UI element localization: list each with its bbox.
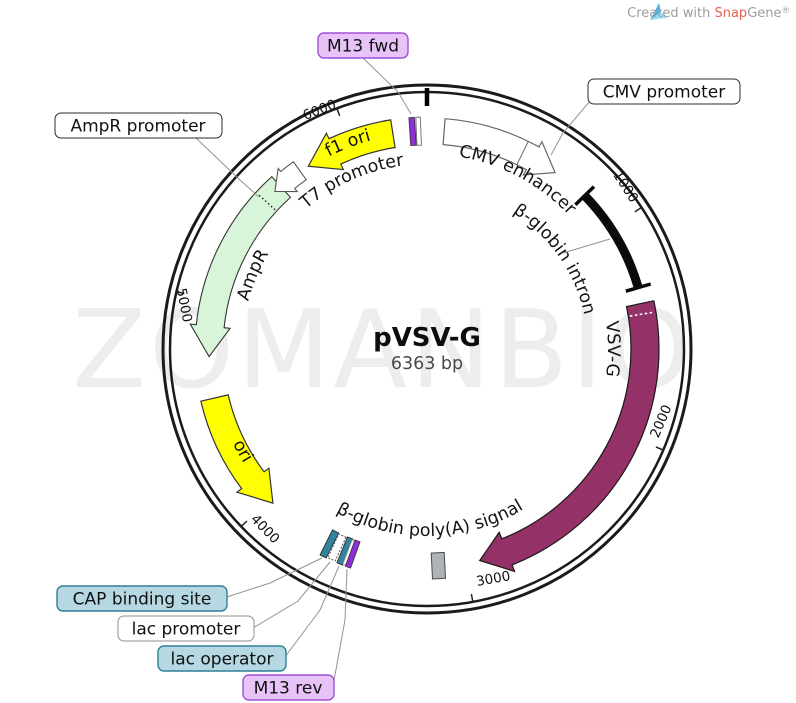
ampr-promoter-tag-label: AmpR promoter (70, 117, 205, 137)
lac-promoter-tag-box (117, 615, 255, 642)
cmv-feature-divider (516, 141, 529, 165)
cap-binding-site-tag: CAP binding site (56, 585, 228, 612)
lac-operator-tag: lac operator (157, 645, 287, 672)
plasmid-name: pVSV-G (373, 323, 481, 353)
cmv-promoter-callout (550, 100, 591, 156)
tick-mark-5000 (175, 290, 185, 295)
plasmid-backbone-outer-ring (161, 83, 693, 615)
tick-mark-2000 (655, 446, 665, 452)
lac-promoter-callout (252, 561, 331, 629)
f1-ori-arrow (307, 119, 396, 171)
watermark-text: ZOMANBIO (72, 288, 694, 413)
snapgene-credit: Created with SnapGene® (627, 3, 790, 21)
cmv-promoter-tag-label: CMV promoter (603, 83, 725, 103)
cmv-promoter-tag: CMV promoter (587, 78, 741, 105)
m13-rev-marker (344, 539, 361, 569)
m13-fwd-callout (362, 57, 412, 115)
m13-rev-callout (332, 568, 348, 687)
ori-arrow (200, 394, 274, 504)
cap-binding-site-tag-box (56, 585, 228, 612)
beta-globin-intron-end-bar (625, 282, 652, 293)
cmv-enhancer-promoter-arrow (442, 118, 556, 176)
beta-globin-intron-start-bar (574, 185, 596, 206)
vsv-g-label: VSV-G (601, 320, 623, 378)
m13-rev-tag-box (242, 674, 335, 701)
lac-operator-callout (284, 565, 340, 658)
lac-operator-tag-label: lac operator (170, 650, 273, 670)
tick-mark-6000 (335, 107, 341, 117)
beta-globin-intron-callout (562, 238, 611, 254)
label-tags: M13 fwd CMV promoter AmpR promoter CAP b… (54, 32, 741, 701)
ampr-promoter-arrow (274, 161, 307, 193)
cap-binding-site-callout (226, 557, 323, 598)
plasmid-size: 6363 bp (391, 354, 463, 374)
credit-text: Created with SnapGene® (627, 6, 790, 21)
m13-fwd-tag-label: M13 fwd (327, 37, 399, 57)
snapgene-logo-icon (650, 3, 661, 20)
ampr-promoter-callout (195, 137, 260, 198)
tick-label-3000: 3000 (475, 568, 512, 590)
vsv-g-dotted-start (629, 311, 655, 317)
ampr-arrow (189, 175, 292, 358)
ampr-promoter-tag: AmpR promoter (54, 112, 223, 139)
cap-binding-site-tag-label: CAP binding site (73, 590, 212, 610)
lac-operator-tag-box (157, 645, 287, 672)
lac-promoter-tag: lac promoter (117, 615, 255, 642)
vsv-g-arrow (478, 300, 660, 573)
m13-rev-tag: M13 rev (242, 674, 335, 701)
beta-globin-intron-arc (582, 193, 643, 288)
lac-promoter-tag-label: lac promoter (132, 620, 241, 640)
ampr-promoter-tag-box (54, 112, 223, 139)
m13-fwd-marker-outline (415, 116, 422, 146)
tick-mark-4000 (239, 520, 248, 528)
tick-mark-1000 (634, 206, 643, 213)
tick-label-4000: 4000 (247, 511, 282, 547)
m13-fwd-tag-box (317, 32, 409, 59)
m13-rev-tag-label: M13 rev (254, 679, 323, 699)
beta-globin-polya-box (430, 551, 447, 580)
callout-lines (195, 57, 611, 687)
m13-fwd-tag: M13 fwd (317, 32, 409, 59)
tick-label-5000: 5000 (173, 287, 195, 324)
m13-fwd-marker (408, 116, 417, 147)
cmv-promoter-tag-box (587, 78, 741, 105)
cap-binding-site-marker (319, 529, 340, 559)
tick-mark-3000 (470, 593, 474, 604)
lac-promoter-marker (327, 533, 347, 562)
tick-label-6000: 6000 (301, 97, 339, 124)
snapgene-logo-icon-light (650, 12, 667, 20)
